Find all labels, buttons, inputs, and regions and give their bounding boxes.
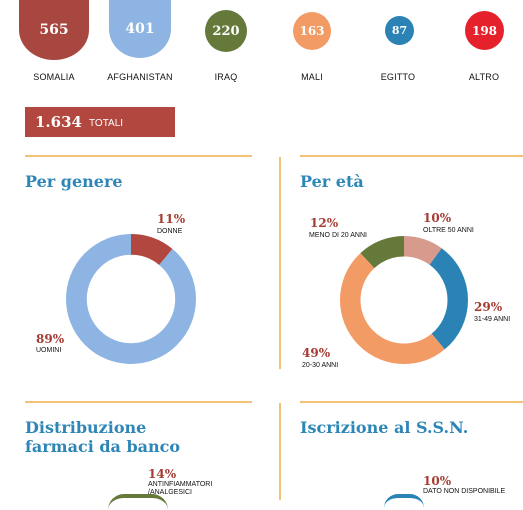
rule-mid-left — [25, 401, 252, 403]
ssn-pct-non-disponibile: 10% — [423, 474, 452, 488]
ssn-label-non-disponibile: DATO NON DISPONIBILE — [423, 488, 506, 495]
age-slice-31-49-anni — [340, 236, 468, 364]
age-label-meno20: MENO DI 20 ANNI — [309, 232, 367, 239]
altro-bubble: 198 — [465, 11, 504, 50]
mali-label: MALI — [301, 72, 323, 82]
afghanistan-bubble: 401 — [109, 0, 171, 58]
rule-top-left — [25, 155, 252, 157]
ssn-donut-edge — [384, 494, 424, 508]
gender-slice-uomini — [66, 234, 196, 364]
title-farmaci-line1: Distribuzione — [25, 418, 147, 437]
egitto-bubble: 87 — [385, 16, 414, 45]
farmaci-donut-edge — [108, 494, 168, 510]
gender-label-uomini: UOMINI — [36, 347, 62, 354]
column-divider-lower — [279, 403, 281, 500]
gender-pct-uomini: 89% — [36, 332, 65, 346]
somalia-value: 565 — [39, 22, 69, 38]
title-farmaci-line2: farmaci da banco — [25, 437, 181, 456]
rule-top-right — [300, 155, 523, 157]
title-ssn: Iscrizione al S.S.N. — [300, 418, 469, 437]
mali-bubble: 163 — [293, 12, 331, 50]
iraq-bubble: 220 — [205, 10, 247, 52]
gender-donut-chart — [66, 234, 196, 364]
age-pct-31-49: 29% — [474, 300, 503, 314]
totals-label: TOTALI — [88, 117, 124, 129]
column-divider-upper — [279, 157, 281, 369]
title-per-genere: Per genere — [25, 172, 123, 191]
gender-label-donne: DONNE — [157, 228, 183, 235]
age-pct-20-30: 49% — [302, 346, 331, 360]
totals-box: 1.634 TOTALI — [25, 107, 175, 137]
age-label-oltre50: OLTRE 50 ANNI — [423, 227, 474, 234]
age-label-20-30: 20-30 ANNI — [302, 362, 339, 369]
altro-label: ALTRO — [468, 72, 500, 82]
mali-value: 163 — [299, 24, 325, 38]
gender-pct-donne: 11% — [157, 212, 186, 226]
farmaci-label-antinfiammatori: ANTINFIAMMATORI /ANALGESICI — [148, 481, 213, 496]
rule-mid-right — [300, 401, 523, 403]
title-per-eta: Per età — [300, 172, 364, 191]
iraq-value: 220 — [212, 23, 240, 39]
age-slice-meno-di-20-anni — [340, 236, 468, 364]
egitto-value: 87 — [391, 24, 408, 37]
somalia-label: SOMALIA — [33, 72, 75, 82]
age-donut-chart — [340, 236, 468, 364]
age-slice-20-30-anni — [340, 236, 468, 364]
altro-value: 198 — [471, 23, 498, 38]
age-pct-meno20: 12% — [310, 216, 339, 230]
iraq-label: IRAQ — [214, 72, 238, 82]
farmaci-pct-antinfiammatori: 14% — [148, 467, 177, 481]
totals-value: 1.634 — [35, 113, 82, 131]
age-label-31-49: 31-49 ANNI — [474, 316, 511, 323]
afghanistan-value: 401 — [125, 21, 155, 37]
afghanistan-label: AFGHANISTAN — [107, 72, 173, 82]
egitto-label: EGITTO — [380, 72, 416, 82]
age-pct-oltre50: 10% — [423, 211, 452, 225]
somalia-bubble: 565 — [19, 0, 89, 60]
